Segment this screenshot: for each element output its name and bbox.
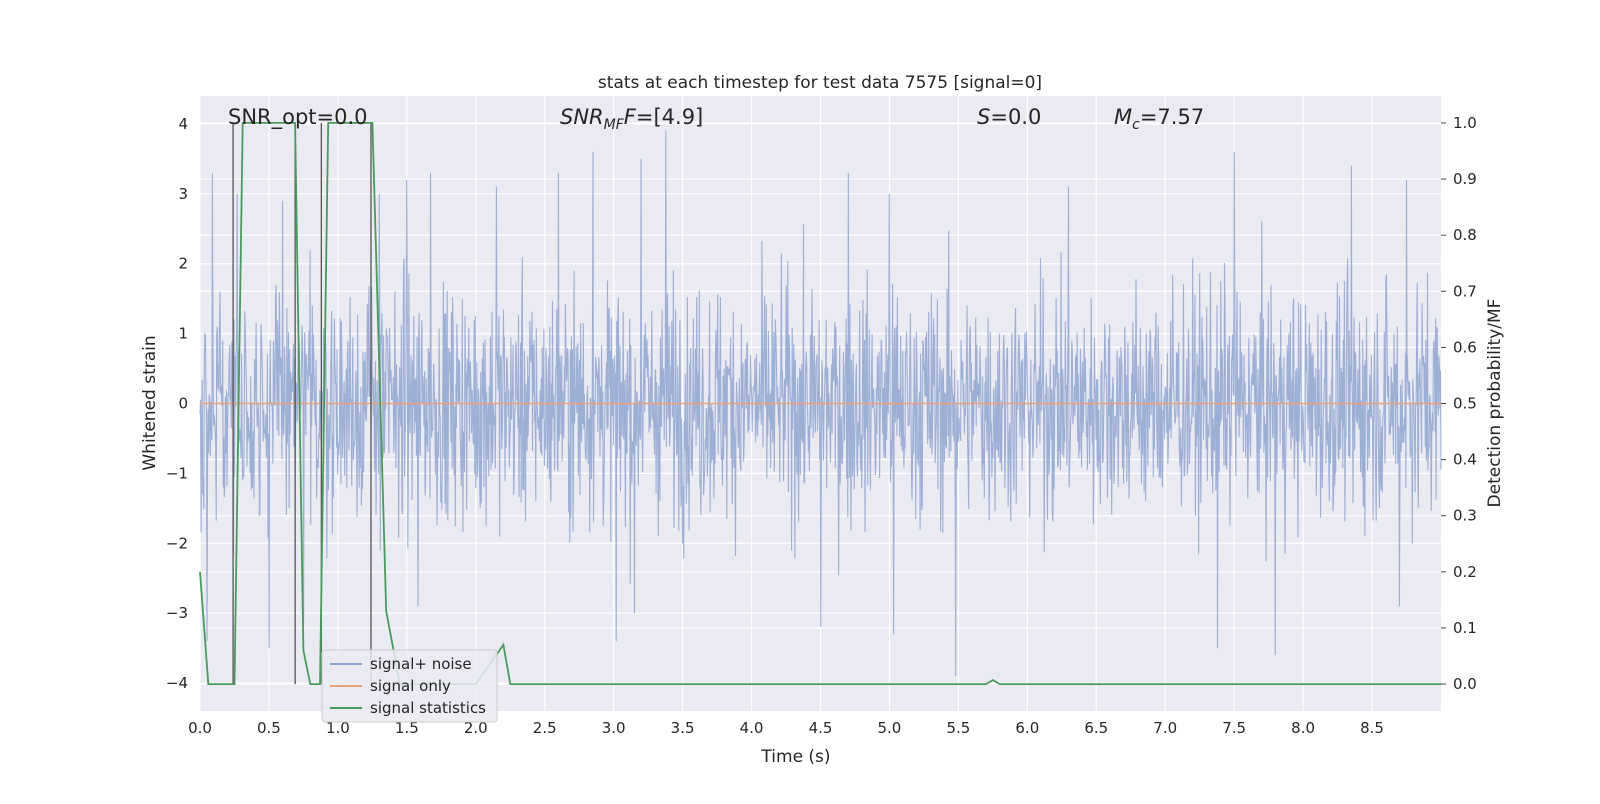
y-left-tick-label: −2 [166,534,188,552]
y-axis-left-label: Whitened strain [140,335,160,470]
y-left-tick-label: 2 [178,255,188,273]
x-tick-label: 7.0 [1153,719,1177,737]
x-tick-label: 6.5 [1084,719,1108,737]
x-tick-label: 1.0 [326,719,350,737]
y-right-tick-label: 0.2 [1453,563,1477,581]
legend-label-signal-statistics: signal statistics [370,699,486,717]
x-tick-label: 4.5 [809,719,833,737]
legend-label-signal-noise: signal+ noise [370,655,472,673]
y-right-tick-label: 0.0 [1453,675,1477,693]
x-tick-label: 1.5 [395,719,419,737]
x-tick-label: 8.0 [1291,719,1315,737]
annotation-mc-sub: c [1132,117,1140,133]
y-right-tick-label: 0.5 [1453,395,1477,413]
y-left-tick-label: 3 [178,185,188,203]
legend-label-signal-only: signal only [370,677,451,695]
annotation-snr-mf-value: =[4.9] [636,105,703,129]
x-tick-label: 2.0 [464,719,488,737]
x-tick-label: 5.5 [946,719,970,737]
annotation-snr-mf: SNRMFF=[4.9] [560,105,703,133]
annotation-s-main: S [977,105,990,129]
legend: signal+ noise signal only signal statist… [321,649,498,723]
legend-box [321,649,498,723]
y-right-tick-label: 0.4 [1453,451,1477,469]
y-right-tick-label: 0.9 [1453,170,1477,188]
annotation-mc: Mc=7.57 [1114,105,1204,133]
y-right-tick-label: 1.0 [1453,114,1477,132]
annotation-snr-mf-f: F [624,105,637,129]
y-right-tick-label: 0.1 [1453,619,1477,637]
annotation-s: S=0.0 [977,105,1041,129]
chart-title: stats at each timestep for test data 757… [598,73,1042,93]
x-tick-label: 3.0 [602,719,626,737]
x-tick-label: 3.5 [671,719,695,737]
y-right-tick-label: 0.8 [1453,226,1477,244]
y-left-tick-label: −3 [166,604,188,622]
y-left-tick-label: −4 [166,674,188,692]
series-signal-noise [199,130,1442,677]
y-axis-right-label: Detection probability/MF [1485,299,1505,508]
annotation-snr-mf-main: SNR [560,105,604,129]
y-right-tick-label: 0.6 [1453,338,1477,356]
x-axis-label: Time (s) [760,747,830,767]
annotation-snr-opt: SNR_opt=0.0 [228,105,368,130]
y-left-tick-label: 0 [178,395,188,413]
y-left-tick-label: −1 [166,464,188,482]
x-tick-label: 4.0 [740,719,764,737]
x-tick-label: 5.0 [878,719,902,737]
x-tick-label: 6.0 [1015,719,1039,737]
y-left-tick-label: 1 [178,325,188,343]
axes-ticks: 0.0 0.5 1.0 1.5 2.0 2.5 3.0 3.5 4.0 4.5 5.0 5.5 6.0 6… [166,114,1477,737]
annotation-mc-main: M [1114,105,1132,129]
annotation-snr-mf-sub: MF [604,117,625,133]
y-right-tick-label: 0.7 [1453,282,1477,300]
y-left-tick-label: 4 [178,115,188,133]
x-tick-label: 2.5 [533,719,557,737]
x-tick-label: 0.0 [188,719,212,737]
signal-noise-line [199,130,1442,677]
x-tick-label: 7.5 [1222,719,1246,737]
x-tick-label: 8.5 [1360,719,1384,737]
annotation-s-value: =0.0 [990,105,1041,129]
annotation-mc-value: =7.57 [1140,105,1204,129]
y-right-tick-label: 0.3 [1453,507,1477,525]
x-tick-label: 0.5 [257,719,281,737]
